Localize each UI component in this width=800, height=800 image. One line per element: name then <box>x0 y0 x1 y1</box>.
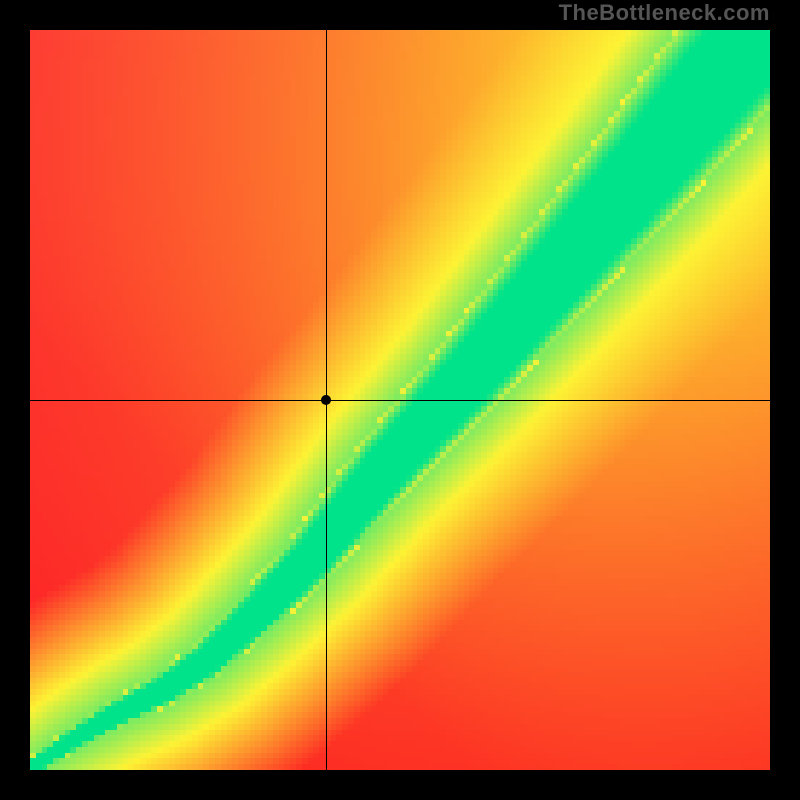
heatmap-canvas <box>30 30 770 770</box>
chart-frame: TheBottleneck.com <box>0 0 800 800</box>
chart-canvas-wrap <box>30 30 770 770</box>
watermark-text: TheBottleneck.com <box>559 0 770 26</box>
